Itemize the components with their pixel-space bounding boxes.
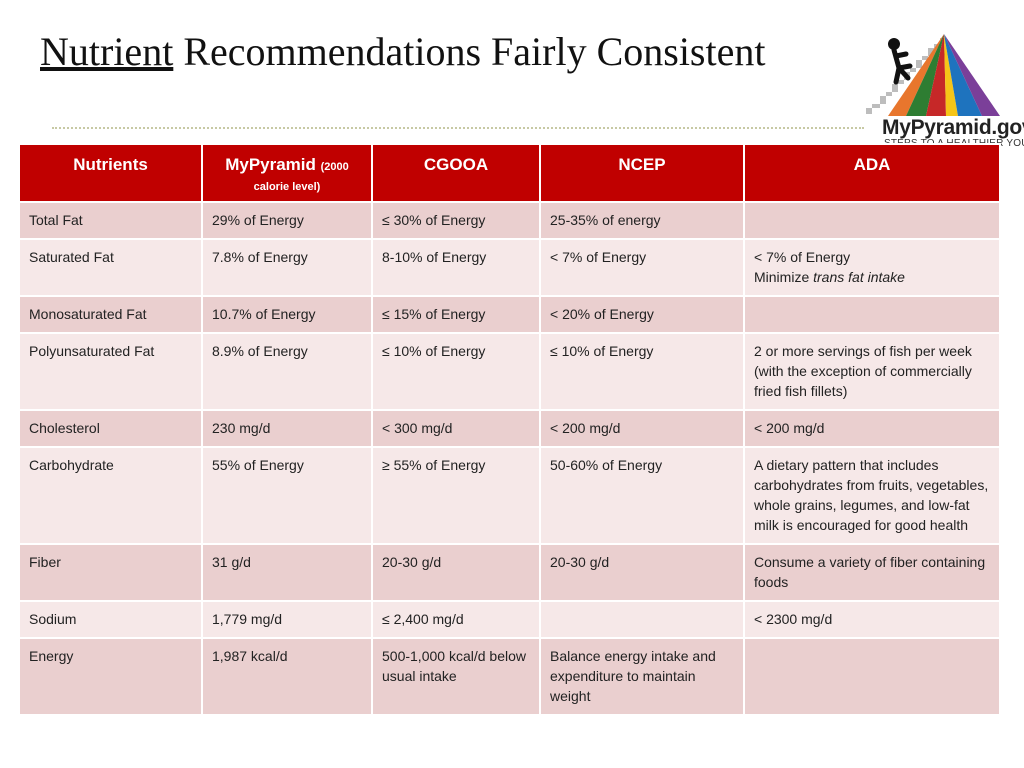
cell-cgooa: ≤ 10% of Energy	[371, 332, 541, 411]
cell-ada: Consume a variety of fiber containing fo…	[743, 543, 1001, 602]
cell-ada	[743, 201, 1001, 240]
cell-ncep: < 7% of Energy	[539, 238, 745, 297]
table-row: Polyunsaturated Fat 8.9% of Energy ≤ 10%…	[18, 332, 1001, 411]
table-row: Carbohydrate 55% of Energy ≥ 55% of Ener…	[18, 446, 1001, 545]
cell-cgooa: ≤ 15% of Energy	[371, 295, 541, 334]
header-mypyramid: MyPyramid (2000 calorie level)	[201, 143, 373, 203]
cell-mypyramid: 1,987 kcal/d	[201, 637, 373, 716]
table-row: Sodium 1,779 mg/d ≤ 2,400 mg/d < 2300 mg…	[18, 600, 1001, 639]
header-nutrients: Nutrients	[18, 143, 203, 203]
header-cgooa: CGOOA	[371, 143, 541, 203]
table-row: Cholesterol 230 mg/d < 300 mg/d < 200 mg…	[18, 409, 1001, 448]
header-mypyramid-note: (2000 calorie level)	[253, 161, 349, 193]
slide-title: Nutrient Recommendations Fairly Consiste…	[40, 28, 765, 76]
cell-nutrient: Energy	[18, 637, 203, 716]
title-divider	[52, 127, 864, 129]
cell-nutrient: Total Fat	[18, 201, 203, 240]
cell-ada-line1: < 7% of Energy	[754, 249, 851, 265]
cell-nutrient: Saturated Fat	[18, 238, 203, 297]
cell-ada-line2-italic: trans fat intake	[813, 269, 905, 285]
slide-title-underlined: Nutrient	[40, 29, 174, 74]
table-row: Energy 1,987 kcal/d 500-1,000 kcal/d bel…	[18, 637, 1001, 716]
cell-mypyramid: 1,779 mg/d	[201, 600, 373, 639]
cell-cgooa: ≥ 55% of Energy	[371, 446, 541, 545]
mypyramid-logo: MyPyramid.gov STEPS TO A HEALTHIER YOU	[866, 30, 1024, 149]
nutrient-recommendations-table: Nutrients MyPyramid (2000 calorie level)…	[18, 143, 1001, 716]
cell-nutrient: Fiber	[18, 543, 203, 602]
cell-nutrient: Polyunsaturated Fat	[18, 332, 203, 411]
cell-ada-line2-prefix: Minimize	[754, 269, 814, 285]
cell-nutrient: Sodium	[18, 600, 203, 639]
cell-ada: < 7% of Energy Minimize trans fat intake	[743, 238, 1001, 297]
cell-mypyramid: 31 g/d	[201, 543, 373, 602]
cell-ncep: 20-30 g/d	[539, 543, 745, 602]
table-row: Total Fat 29% of Energy ≤ 30% of Energy …	[18, 201, 1001, 240]
cell-ada	[743, 295, 1001, 334]
cell-ncep	[539, 600, 745, 639]
cell-ncep: 50-60% of Energy	[539, 446, 745, 545]
cell-cgooa: 500-1,000 kcal/d below usual intake	[371, 637, 541, 716]
cell-mypyramid: 7.8% of Energy	[201, 238, 373, 297]
cell-cgooa: ≤ 2,400 mg/d	[371, 600, 541, 639]
cell-nutrient: Cholesterol	[18, 409, 203, 448]
cell-mypyramid: 8.9% of Energy	[201, 332, 373, 411]
cell-ncep: Balance energy intake and expenditure to…	[539, 637, 745, 716]
cell-cgooa: < 300 mg/d	[371, 409, 541, 448]
cell-nutrient: Monosaturated Fat	[18, 295, 203, 334]
header-ncep: NCEP	[539, 143, 745, 203]
cell-cgooa: ≤ 30% of Energy	[371, 201, 541, 240]
cell-cgooa: 20-30 g/d	[371, 543, 541, 602]
table-row: Fiber 31 g/d 20-30 g/d 20-30 g/d Consume…	[18, 543, 1001, 602]
cell-ncep: 25-35% of energy	[539, 201, 745, 240]
cell-ada-line2: Minimize trans fat intake	[754, 267, 990, 287]
header-ada: ADA	[743, 143, 1001, 203]
table-row: Monosaturated Fat 10.7% of Energy ≤ 15% …	[18, 295, 1001, 334]
cell-cgooa: 8-10% of Energy	[371, 238, 541, 297]
cell-ada: 2 or more servings of fish per week (wit…	[743, 332, 1001, 411]
cell-ncep: < 20% of Energy	[539, 295, 745, 334]
cell-mypyramid: 10.7% of Energy	[201, 295, 373, 334]
cell-ada: < 2300 mg/d	[743, 600, 1001, 639]
header-mypyramid-label: MyPyramid	[225, 155, 316, 174]
cell-ada: A dietary pattern that includes carbohyd…	[743, 446, 1001, 545]
table-header-row: Nutrients MyPyramid (2000 calorie level)…	[18, 143, 1001, 203]
cell-ncep: ≤ 10% of Energy	[539, 332, 745, 411]
slide-title-rest: Recommendations Fairly Consistent	[173, 29, 766, 74]
logo-brand-text: MyPyramid.gov	[882, 116, 1024, 139]
pyramid-icon	[866, 34, 1000, 116]
cell-ncep: < 200 mg/d	[539, 409, 745, 448]
cell-mypyramid: 29% of Energy	[201, 201, 373, 240]
cell-mypyramid: 55% of Energy	[201, 446, 373, 545]
cell-ada	[743, 637, 1001, 716]
cell-nutrient: Carbohydrate	[18, 446, 203, 545]
table-row: Saturated Fat 7.8% of Energy 8-10% of En…	[18, 238, 1001, 297]
cell-ada: < 200 mg/d	[743, 409, 1001, 448]
cell-mypyramid: 230 mg/d	[201, 409, 373, 448]
